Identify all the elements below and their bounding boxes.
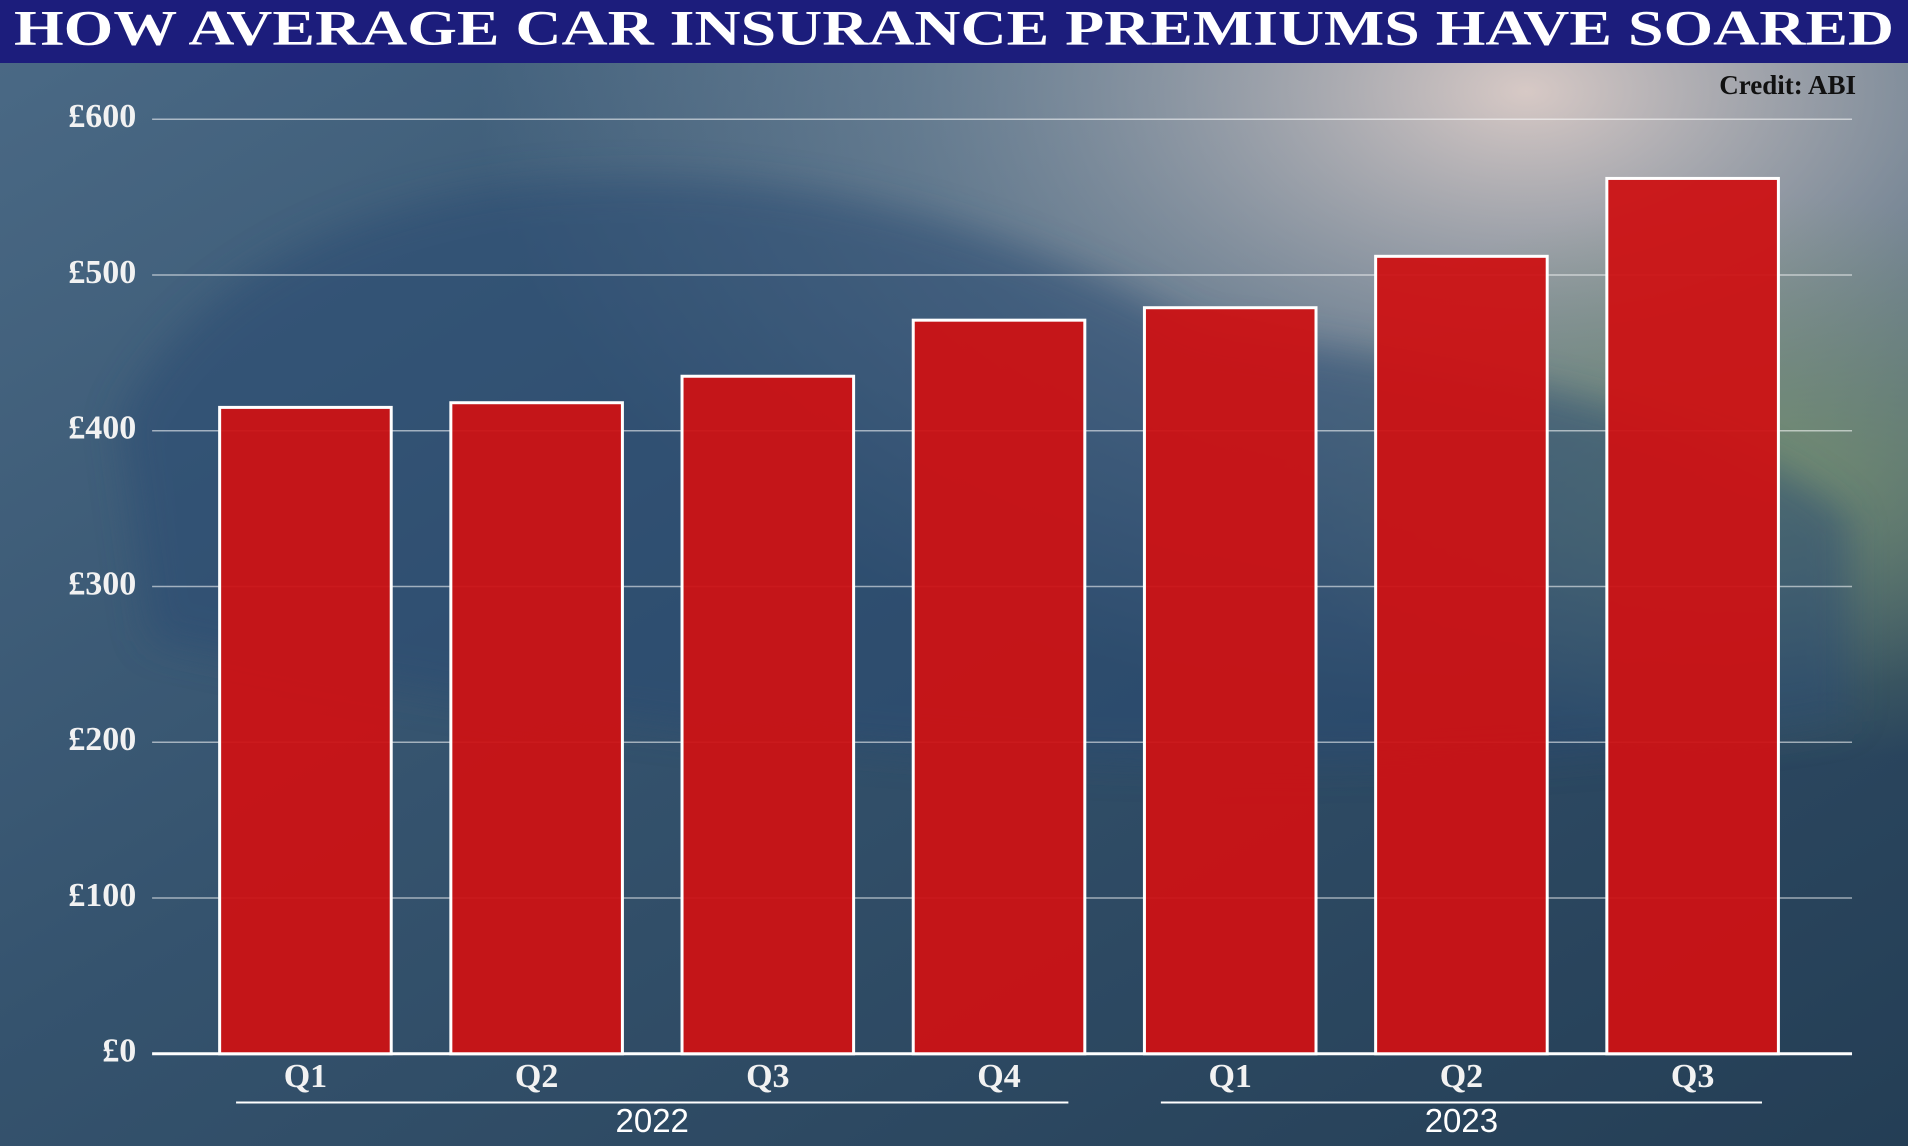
x-tick-label: Q1 — [284, 1058, 327, 1095]
y-tick-label: £300 — [68, 565, 136, 602]
bar — [680, 374, 856, 1056]
x-tick-label: Q3 — [746, 1058, 789, 1095]
bar — [1605, 176, 1780, 1056]
y-tick-label: £500 — [68, 254, 136, 291]
x-tick-label: Q1 — [1208, 1058, 1251, 1095]
x-tick-label: Q4 — [977, 1058, 1020, 1095]
y-tick-label: £200 — [68, 721, 136, 758]
x-tick-label: Q3 — [1671, 1058, 1714, 1095]
credit: Credit: ABI — [1719, 70, 1856, 100]
group-label: 2022 — [616, 1102, 689, 1139]
x-tick-label: Q2 — [515, 1058, 558, 1095]
y-tick-label: £400 — [68, 410, 136, 447]
title-bar — [0, 0, 1908, 63]
bar — [218, 405, 393, 1056]
y-tick-label: £100 — [68, 877, 136, 914]
y-tick-label: £600 — [68, 98, 136, 135]
bar — [1142, 306, 1318, 1056]
bar — [1374, 254, 1549, 1056]
chart-title: HOW AVERAGE CAR INSURANCE PREMIUMS HAVE … — [14, 0, 1894, 55]
group-label: 2023 — [1425, 1102, 1498, 1139]
x-tick-label: Q2 — [1440, 1058, 1483, 1095]
bar — [449, 401, 624, 1056]
y-tick-label: £0 — [102, 1033, 136, 1070]
bar — [911, 318, 1087, 1056]
